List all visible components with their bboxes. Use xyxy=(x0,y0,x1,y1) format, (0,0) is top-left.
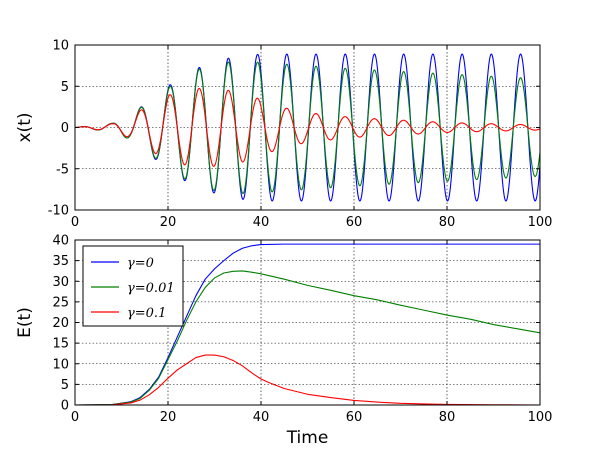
y-tick-label: -5 xyxy=(56,162,69,177)
y-tick-label: -10 xyxy=(48,204,69,219)
x-tick-label: 20 xyxy=(160,410,177,425)
y-tick-label: 35 xyxy=(52,254,69,269)
x-tick-label: 100 xyxy=(528,215,553,230)
x-axis-label: Time xyxy=(286,428,329,448)
x-tick-label: 20 xyxy=(160,215,177,230)
y-tick-label: 15 xyxy=(52,337,69,352)
chart-panel-1: 0 20 40 60 80 100 -10 -5 0 5 10 x(t) xyxy=(15,39,552,231)
y-tick-label: 0 xyxy=(61,121,69,136)
x-tick-label: 60 xyxy=(346,215,363,230)
legend: γ=0 γ=0.01 γ=0.1 xyxy=(82,245,184,327)
y-tick-label: 5 xyxy=(61,378,69,393)
y-tick-label: 10 xyxy=(52,357,69,372)
y-tick-label: 0 xyxy=(61,399,69,414)
y-axis-label: E(t) xyxy=(15,307,35,338)
series-line-3 xyxy=(75,87,540,167)
y-tick-label: 20 xyxy=(52,316,69,331)
series-line-1 xyxy=(75,243,540,405)
x-tick-label: 100 xyxy=(528,410,553,425)
y-tick-label: 25 xyxy=(52,295,69,310)
legend-entry-label: γ=0.01 xyxy=(127,281,175,296)
legend-box xyxy=(82,245,184,327)
series-line-2 xyxy=(75,61,540,194)
x-tick-label: 40 xyxy=(253,215,270,230)
y-tick-label: 40 xyxy=(52,234,69,249)
y-tick-label: 5 xyxy=(61,80,69,95)
x-tick-label: 0 xyxy=(71,215,79,230)
x-tick-label: 80 xyxy=(439,215,456,230)
series-line-3 xyxy=(75,354,540,405)
y-tick-label: 30 xyxy=(52,275,69,290)
y-axis-label: x(t) xyxy=(15,113,35,143)
plot-area xyxy=(75,243,540,405)
chart-panel-2: 0 20 40 60 80 1000510152025303540E(t)Timeγ=0γ… xyxy=(15,234,552,449)
x-tick-label: 80 xyxy=(439,410,456,425)
x-tick-label: 60 xyxy=(346,410,363,425)
x-tick-label: 40 xyxy=(253,410,270,425)
x-tick-label: 0 xyxy=(71,410,79,425)
series-line-2 xyxy=(75,270,540,405)
legend-entry-label: γ=0 xyxy=(127,256,154,271)
legend-entry-label: γ=0.1 xyxy=(127,306,166,321)
y-tick-label: 10 xyxy=(52,39,69,54)
plot-area xyxy=(75,53,540,202)
